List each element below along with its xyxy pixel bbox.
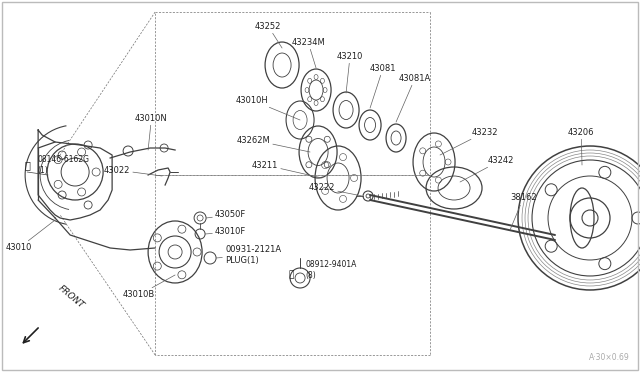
Text: 43252: 43252 <box>255 22 282 48</box>
Text: 43022: 43022 <box>104 166 162 176</box>
Text: 43010: 43010 <box>6 220 55 253</box>
Text: 08146-6162G
(1): 08146-6162G (1) <box>37 155 89 175</box>
Text: 43262M: 43262M <box>236 135 310 152</box>
Text: 43206: 43206 <box>568 128 595 165</box>
Text: A·30×0.69: A·30×0.69 <box>589 353 630 362</box>
Text: 43010F: 43010F <box>205 228 246 237</box>
Text: 43234M: 43234M <box>291 38 325 68</box>
Text: 43010B: 43010B <box>123 275 175 299</box>
Text: Ⓝ: Ⓝ <box>289 270 294 279</box>
Text: 38162: 38162 <box>510 193 537 230</box>
Text: Ⓑ: Ⓑ <box>24 160 30 170</box>
Text: 43242: 43242 <box>460 155 515 182</box>
Text: 43222: 43222 <box>308 183 362 196</box>
Text: 43081: 43081 <box>370 64 396 108</box>
Text: 43081A: 43081A <box>396 74 431 122</box>
Text: 08912-9401A
(8): 08912-9401A (8) <box>305 260 356 280</box>
Text: FRONT: FRONT <box>56 283 86 310</box>
Text: 43210: 43210 <box>337 52 364 93</box>
Text: 43211: 43211 <box>252 160 322 178</box>
Text: 43010N: 43010N <box>135 113 168 150</box>
Text: 43050F: 43050F <box>206 211 246 219</box>
Text: 43232: 43232 <box>440 128 499 155</box>
Text: 43010H: 43010H <box>236 96 300 120</box>
Text: 00931-2121A
PLUG(1): 00931-2121A PLUG(1) <box>216 245 281 265</box>
